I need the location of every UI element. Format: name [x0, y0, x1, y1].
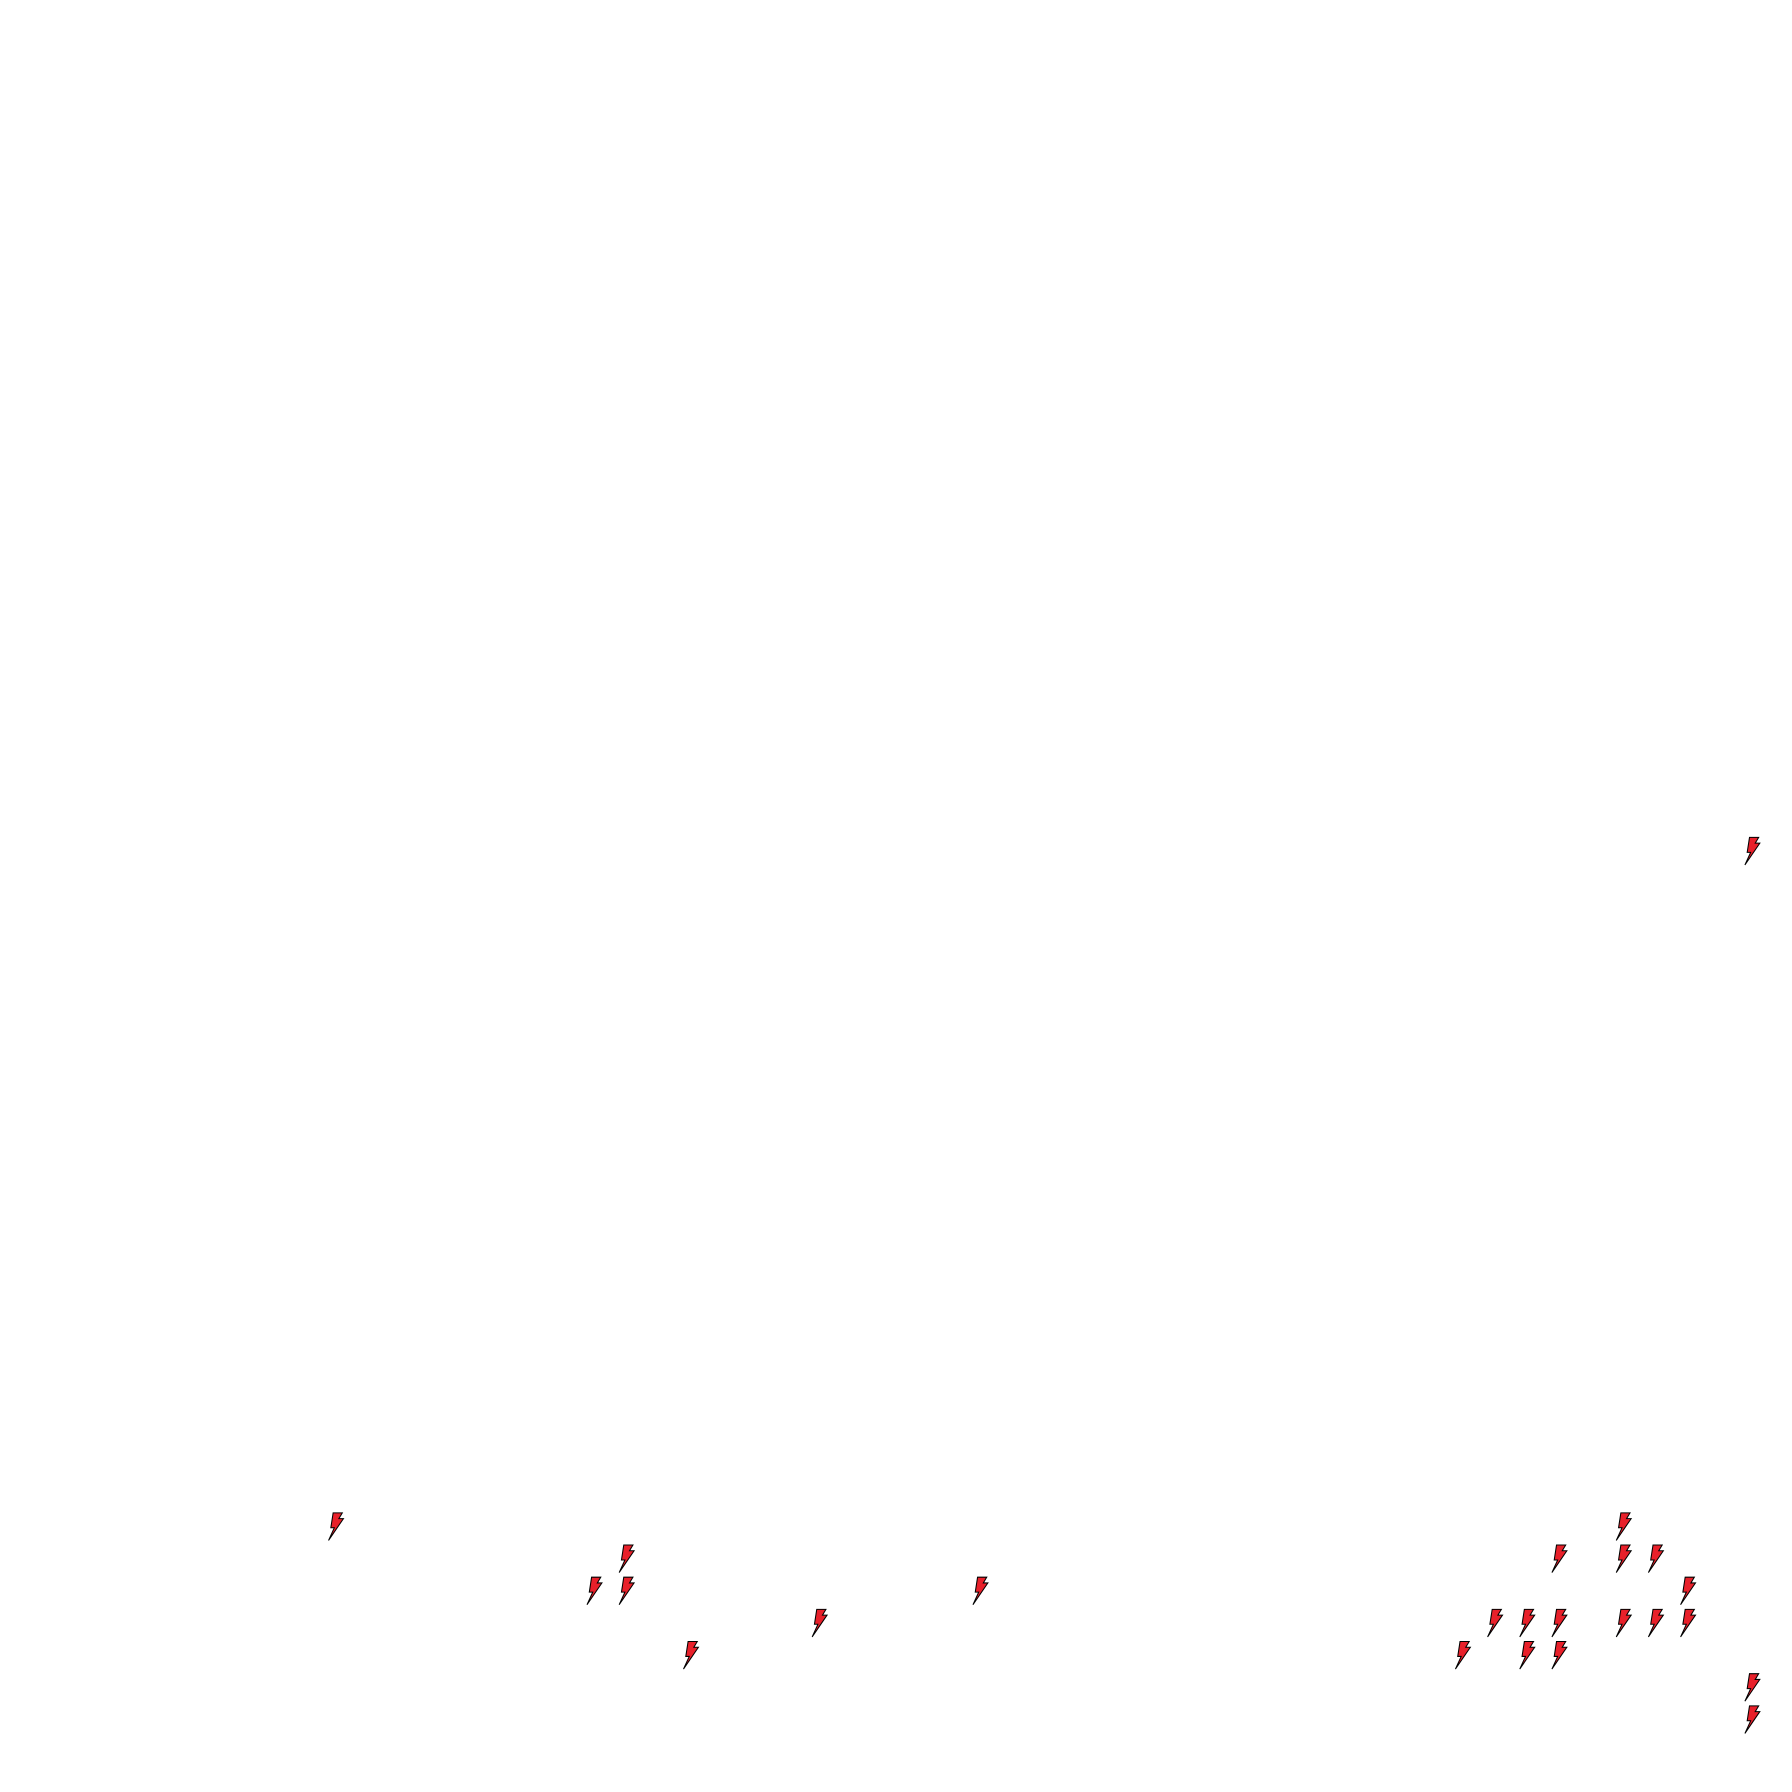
map-background — [0, 0, 1792, 1792]
page: Map {} html, body { margin: 0; padding: … — [0, 0, 1792, 1792]
map-page — [0, 0, 1792, 1792]
map — [0, 0, 1792, 1792]
